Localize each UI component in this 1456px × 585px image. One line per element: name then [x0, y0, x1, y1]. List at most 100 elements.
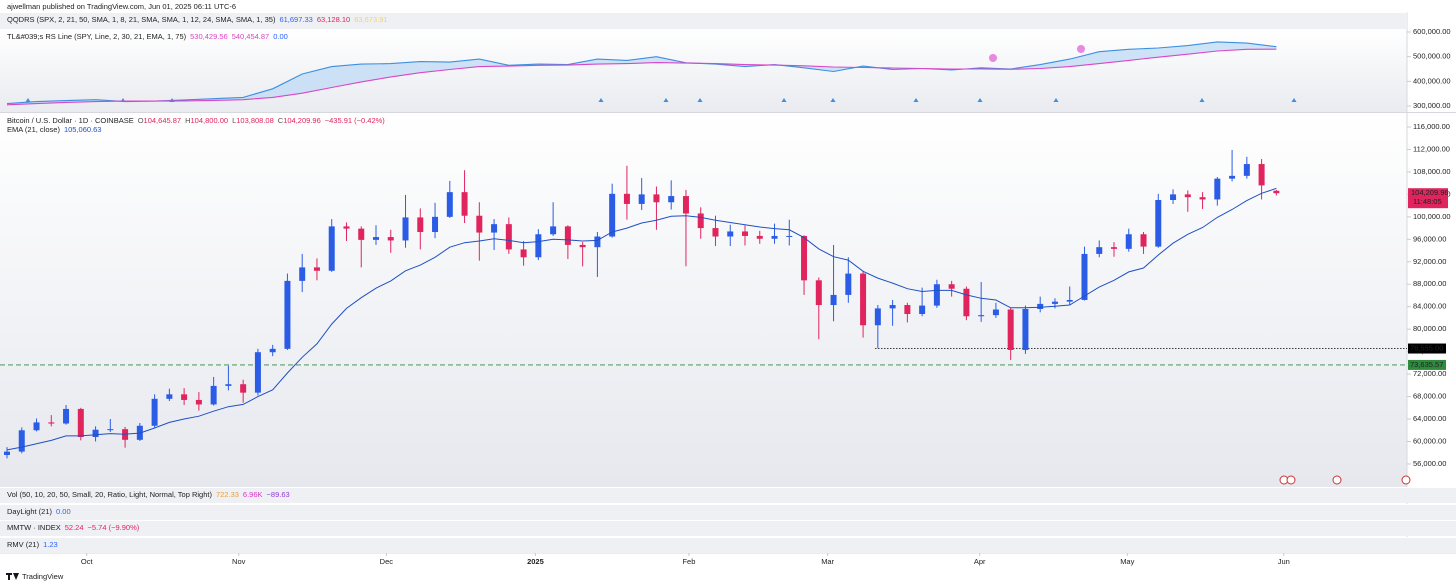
- signal: [913, 98, 919, 102]
- price-pane: [0, 113, 1407, 487]
- candle-body: [77, 408, 84, 438]
- countdown: 11:48:05: [1413, 197, 1442, 206]
- ohlc-key: O: [137, 116, 144, 125]
- indicator-value: 52.24: [64, 523, 84, 532]
- signal: [1053, 98, 1059, 102]
- indicator-value: 6.96K: [242, 490, 263, 499]
- candle-body: [63, 408, 70, 424]
- indicator-pane: Vol (50, 10, 20, 50, Small, 20, Ratio, L…: [0, 487, 1456, 503]
- candle-body: [1243, 164, 1250, 176]
- candle-body: [1125, 234, 1132, 249]
- candle-body: [299, 267, 306, 281]
- candle-body: [1184, 194, 1191, 198]
- indicator-value: 540,454.87: [231, 32, 270, 41]
- candle-body: [1081, 253, 1088, 300]
- brand: TradingView: [22, 572, 64, 581]
- candle-body: [535, 234, 542, 258]
- x-tick-label: Feb: [682, 557, 695, 566]
- rs-legend: TL&#039;s RS Line (SPY, Line, 2, 30, 21,…: [0, 30, 1407, 44]
- y-tick-label: 96,000.00: [1413, 234, 1446, 243]
- candle-body: [107, 429, 114, 431]
- candle-body: [417, 217, 424, 233]
- y-tick-label: 112,000.00: [1413, 144, 1450, 153]
- candle-body: [1199, 197, 1206, 200]
- candle-body: [254, 352, 261, 393]
- candle-body: [358, 228, 365, 240]
- ohlc-key: C: [277, 116, 284, 125]
- candle-body: [978, 315, 985, 317]
- candle-body: [48, 422, 55, 424]
- candle-body: [446, 192, 453, 217]
- candle-body: [476, 215, 483, 233]
- indicator-value: −5.74 (−9.90%): [87, 523, 140, 532]
- candle-body: [845, 273, 852, 295]
- candle-body: [1111, 247, 1117, 249]
- ema-legend: EMA (21, close) 105,060.63: [0, 123, 1407, 137]
- price-tag: [1408, 188, 1448, 209]
- indicator-value: 61,697.33: [279, 15, 313, 24]
- candle-body: [742, 231, 748, 236]
- candle-body: [18, 430, 25, 452]
- logo: [6, 573, 19, 580]
- event-icons: [1279, 475, 1411, 485]
- candle-body: [815, 280, 822, 306]
- indicator-pane: RMV (21) 1.23: [0, 536, 1456, 553]
- signal: [977, 98, 983, 102]
- rs-high-dot: [1077, 45, 1085, 53]
- candle-body: [240, 384, 247, 393]
- candle-body: [1066, 299, 1073, 302]
- candle-body: [92, 429, 99, 438]
- level-tag: [1408, 359, 1446, 370]
- candle-body: [860, 273, 867, 326]
- candle-body: [4, 451, 10, 455]
- candle-body: [343, 226, 350, 229]
- candle-body: [623, 193, 630, 204]
- y-tick-label: 500,000.00: [1413, 52, 1451, 61]
- candle-body: [1051, 301, 1058, 304]
- candle-body: [491, 224, 498, 233]
- candle-body: [1140, 234, 1147, 247]
- x-tick-label: Oct: [81, 557, 94, 566]
- qqdrs-legend: QQDRS (SPX, 2, 21, 50, SMA, 1, 8, 21, SM…: [0, 12, 1407, 29]
- y-tick-label: 60,000.00: [1413, 436, 1446, 445]
- candle-body: [225, 384, 232, 386]
- candle-body: [889, 305, 896, 309]
- candle-body: [653, 194, 660, 203]
- candle-body: [461, 192, 468, 216]
- indicator-title: TL&#039;s RS Line (SPY, Line, 2, 30, 21,…: [7, 32, 187, 41]
- y-tick-label: 72,000.00: [1413, 369, 1446, 378]
- candle-body: [1170, 194, 1177, 200]
- price-label: 104,209.96: [1411, 188, 1449, 197]
- indicator-value: 1.23: [43, 539, 58, 549]
- candle-body: [786, 235, 793, 237]
- candle-body: [771, 235, 778, 239]
- candle-body: [550, 226, 557, 235]
- y-tick-label: 108,000.00: [1413, 167, 1451, 176]
- candle-body: [195, 399, 202, 405]
- candle-body: [874, 308, 881, 326]
- candle-body: [505, 224, 512, 250]
- candle-body: [432, 216, 439, 233]
- ohlc-value: 103,808.08: [236, 116, 274, 125]
- y-tick-label: 84,000.00: [1413, 302, 1446, 311]
- candle-body: [801, 235, 808, 281]
- candle-body: [727, 231, 734, 237]
- published: ajwellman published on TradingView.com, …: [7, 2, 237, 11]
- ema-value: 105,060.63: [63, 125, 102, 134]
- candle-body: [1022, 308, 1029, 350]
- candle-body: [373, 237, 379, 240]
- rs-line: [6, 41, 1277, 105]
- symbol-title: Bitcoin / U.S. Dollar · 1D · COINBASE: [7, 116, 134, 125]
- candle-body: [1007, 309, 1014, 350]
- y-tick-label: 600,000.00: [1413, 27, 1451, 36]
- candle-body: [166, 394, 173, 399]
- candle-body: [210, 385, 217, 405]
- signal: [1199, 98, 1205, 102]
- y-tick-label: 64,000.00: [1413, 414, 1446, 423]
- indicator-title: DayLight (21): [7, 506, 53, 516]
- candle-body: [1155, 199, 1162, 247]
- ohlc-value: 104,209.96: [283, 116, 321, 125]
- indicator-title: QQDRS (SPX, 2, 21, 50, SMA, 1, 8, 21, SM…: [7, 15, 276, 24]
- indicator-value: 530,429.56: [190, 32, 228, 41]
- candle-body: [181, 394, 188, 400]
